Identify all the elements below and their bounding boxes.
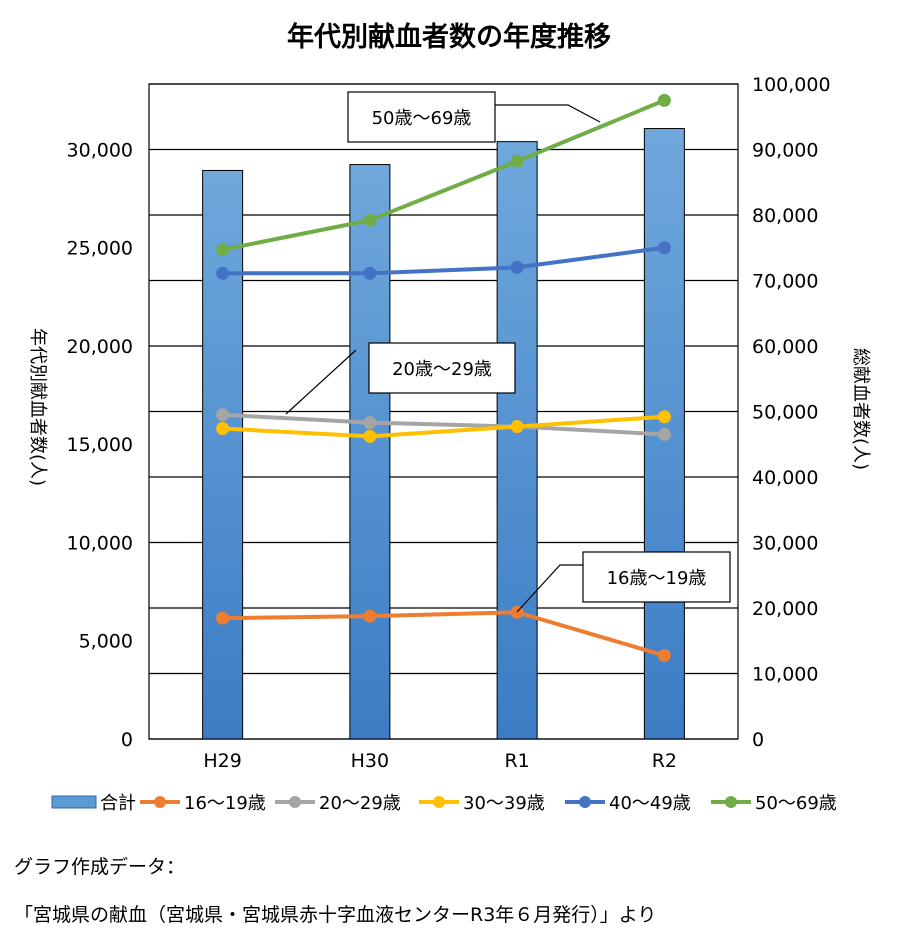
right-tick-label: 100,000 [752, 74, 831, 96]
right-tick-label: 0 [752, 729, 764, 751]
data-point [363, 416, 377, 430]
callout-box [368, 342, 516, 394]
bar [349, 164, 391, 740]
series-line [222, 245, 665, 276]
source-caption: グラフ作成データ： [14, 856, 186, 878]
left-tick-label: 5,000 [79, 631, 133, 653]
right-tick-label: 50,000 [752, 402, 818, 424]
category-label: H30 [351, 750, 389, 772]
left-tick-label: 30,000 [67, 139, 133, 161]
series-line [222, 412, 665, 437]
left-axis-ticks: 0 5,000 10,000 15,000 20,000 25,000 30,000 [67, 139, 133, 751]
legend-label: 30～39歳 [463, 793, 545, 814]
bar [496, 141, 538, 740]
data-point [216, 266, 230, 280]
data-point [363, 213, 377, 227]
callout-box [582, 551, 731, 603]
legend-swatch-marker [289, 796, 301, 808]
data-point [216, 422, 230, 436]
legend-label: 合計 [100, 793, 136, 814]
right-tick-label: 10,000 [752, 664, 818, 686]
chart-title: 年代別献血者数の年度推移 [287, 21, 611, 53]
callout-label: 20歳～29歳 [392, 359, 492, 380]
legend-swatch-marker [433, 796, 445, 808]
series-line [222, 610, 665, 658]
callout-leader [285, 349, 357, 415]
right-axis-ticks: 0 10,000 20,000 30,000 40,000 50,000 60,000 70,… [752, 74, 831, 751]
data-point [216, 243, 230, 257]
data-point [657, 241, 671, 255]
category-labels: H29 H30 R1 R2 [203, 750, 677, 772]
data-point [657, 93, 671, 107]
callouts: 50歳～69歳 20歳～29歳 16歳～19歳 [285, 91, 731, 613]
left-tick-label: 15,000 [67, 434, 133, 456]
data-point [657, 410, 671, 424]
data-point [363, 429, 377, 443]
data-point [216, 408, 230, 422]
left-tick-label: 0 [121, 729, 133, 751]
legend-label: 20～29歳 [319, 793, 401, 814]
data-point [657, 648, 671, 662]
legend-label: 40～49歳 [609, 793, 691, 814]
category-label: H29 [203, 750, 241, 772]
bar-series [202, 128, 685, 740]
callout-label: 50歳～69歳 [372, 108, 472, 129]
legend-swatch-total [51, 795, 97, 809]
right-tick-label: 60,000 [752, 336, 818, 358]
right-tick-label: 70,000 [752, 271, 818, 293]
data-point [216, 611, 230, 625]
data-point [510, 420, 524, 434]
category-label: R2 [652, 750, 677, 772]
data-point [657, 427, 671, 441]
left-tick-label: 20,000 [67, 336, 133, 358]
data-point [510, 154, 524, 168]
chart: 年代別献血者数の年度推移 0 5,000 10,000 15,000 20,000 25,… [27, 21, 871, 814]
right-tick-label: 90,000 [752, 140, 818, 162]
bar [202, 169, 244, 740]
data-point [510, 260, 524, 274]
category-label: R1 [504, 750, 529, 772]
right-tick-label: 80,000 [752, 205, 818, 227]
legend-swatch-marker [725, 796, 737, 808]
right-tick-label: 40,000 [752, 467, 818, 489]
right-axis-title: 総献血者数(人) [850, 348, 871, 470]
series-line [222, 98, 666, 252]
left-tick-label: 25,000 [67, 238, 133, 260]
callout-leader [516, 564, 583, 613]
left-tick-label: 10,000 [67, 532, 133, 554]
data-point [363, 609, 377, 623]
legend-label: 50～69歳 [755, 793, 837, 814]
data-point [363, 266, 377, 280]
plot-frame [148, 83, 739, 740]
legend-label: 16～19歳 [184, 793, 266, 814]
legend-swatch-marker [154, 796, 166, 808]
legend-swatch-marker [579, 796, 591, 808]
source-citation: 「宮城県の献血（宮城県・宮城県赤十字血液センターR3年６月発行）」より [14, 904, 657, 926]
legend: 合計 16～19歳 20～29歳 30～39歳 40～49歳 50～69歳 [51, 793, 837, 814]
right-tick-label: 20,000 [752, 598, 818, 620]
left-axis-title: 年代別献血者数(人) [27, 328, 48, 486]
line-series [216, 93, 671, 662]
callout-leader [495, 104, 601, 123]
right-tick-label: 30,000 [752, 533, 818, 555]
series-line [222, 414, 665, 439]
callout-box [347, 91, 496, 143]
callout-label: 16歳～19歳 [607, 568, 707, 589]
